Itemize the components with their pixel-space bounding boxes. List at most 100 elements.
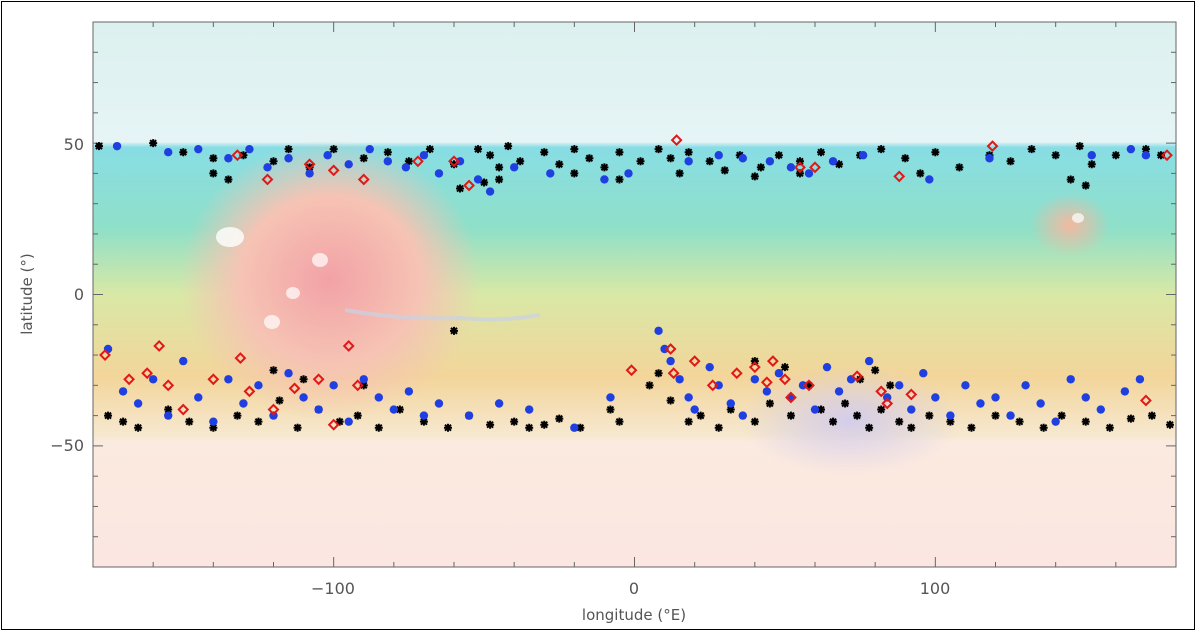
black-asterisk-marker bbox=[916, 169, 925, 178]
black-asterisk-marker bbox=[1066, 175, 1075, 184]
black-asterisk-marker bbox=[1075, 142, 1084, 151]
blue-dot-marker bbox=[919, 369, 928, 378]
black-asterisk-marker bbox=[615, 148, 624, 157]
black-asterisk-marker bbox=[817, 405, 826, 414]
black-asterisk-marker bbox=[654, 369, 663, 378]
blue-dot-marker bbox=[1141, 151, 1151, 160]
blue-dot-marker bbox=[389, 405, 399, 414]
black-asterisk-marker bbox=[750, 417, 759, 426]
blue-dot-marker bbox=[374, 393, 383, 402]
blue-dot-marker bbox=[883, 393, 892, 402]
black-asterisk-marker bbox=[714, 423, 723, 432]
blue-dot-marker bbox=[762, 387, 772, 396]
black-asterisk-marker bbox=[510, 417, 519, 426]
black-asterisk-marker bbox=[967, 423, 976, 432]
black-asterisk-marker bbox=[1039, 423, 1048, 432]
black-asterisk-marker bbox=[329, 145, 338, 154]
tharsis-region bbox=[180, 140, 480, 420]
hellas-basin bbox=[740, 365, 960, 475]
black-asterisk-marker bbox=[946, 417, 955, 426]
red-diamond-marker bbox=[785, 391, 797, 404]
red-diamond-marker bbox=[803, 379, 815, 392]
blue-dot-marker bbox=[434, 169, 444, 178]
black-asterisk-marker bbox=[149, 139, 158, 148]
black-asterisk-marker bbox=[666, 396, 675, 405]
blue-dot-marker bbox=[907, 405, 916, 414]
black-asterisk-marker bbox=[856, 375, 865, 384]
blue-dot-marker bbox=[239, 399, 248, 408]
red-diamond-marker bbox=[243, 385, 256, 398]
black-asterisk-marker bbox=[1141, 145, 1150, 154]
blue-dot-marker bbox=[263, 163, 272, 172]
black-asterisk-marker bbox=[495, 175, 504, 184]
black-asterisk-marker bbox=[955, 163, 964, 172]
black-asterisk-marker bbox=[525, 423, 534, 432]
ascraeus-mons bbox=[312, 253, 328, 267]
blue-dot-marker bbox=[112, 141, 122, 151]
black-asterisk-marker bbox=[666, 154, 675, 163]
blue-dot-marker bbox=[600, 175, 609, 184]
black-asterisk-marker bbox=[383, 148, 392, 157]
black-asterisk-marker bbox=[209, 423, 218, 432]
black-asterisk-marker bbox=[735, 151, 744, 160]
blue-dot-marker bbox=[1135, 375, 1145, 384]
red-diamond-marker bbox=[141, 367, 154, 380]
red-diamond-marker bbox=[625, 364, 638, 377]
blue-dot-marker bbox=[675, 375, 684, 384]
black-asterisk-marker bbox=[209, 154, 218, 163]
blue-dot-marker bbox=[359, 375, 368, 384]
black-asterisk-marker bbox=[585, 154, 594, 163]
blue-dot-marker bbox=[133, 399, 143, 408]
black-asterisk-marker bbox=[1015, 417, 1024, 426]
red-diamond-marker bbox=[231, 149, 244, 162]
blue-dot-marker bbox=[323, 151, 332, 160]
y-tick-label: −50 bbox=[50, 436, 84, 455]
y-axis-title: latitude (°) bbox=[18, 253, 36, 335]
blue-dot-marker bbox=[314, 405, 323, 414]
blue-dot-marker bbox=[284, 369, 293, 378]
black-asterisk-marker bbox=[835, 160, 844, 169]
black-asterisk-marker bbox=[254, 417, 263, 426]
black-asterisk-marker bbox=[645, 381, 654, 390]
black-asterisk-marker bbox=[991, 411, 1000, 420]
blue-dot-marker bbox=[1036, 399, 1045, 408]
blue-dot-marker bbox=[570, 423, 579, 432]
blue-dot-marker bbox=[254, 381, 263, 390]
black-asterisk-marker bbox=[654, 145, 663, 154]
black-asterisk-marker bbox=[1105, 423, 1114, 432]
blue-dot-marker bbox=[606, 393, 615, 402]
blue-dot-marker bbox=[654, 326, 663, 336]
black-asterisk-marker bbox=[293, 423, 302, 432]
blue-dot-marker bbox=[401, 163, 411, 172]
black-asterisk-marker bbox=[299, 375, 308, 384]
blue-dot-marker bbox=[684, 393, 693, 402]
black-asterisk-marker bbox=[359, 154, 368, 163]
black-asterisk-marker bbox=[555, 160, 564, 169]
red-diamond-marker bbox=[730, 367, 743, 380]
black-asterisk-marker bbox=[443, 423, 452, 432]
blue-dot-marker bbox=[464, 411, 474, 420]
red-diamond-marker bbox=[351, 379, 364, 392]
black-asterisk-marker bbox=[1087, 160, 1096, 169]
black-asterisk-marker bbox=[600, 163, 609, 172]
black-asterisk-marker bbox=[275, 396, 284, 405]
black-asterisk-marker bbox=[795, 169, 804, 178]
red-diamond-marker bbox=[267, 403, 280, 416]
blue-dot-marker bbox=[269, 411, 278, 420]
black-asterisk-marker bbox=[804, 381, 813, 390]
black-asterisk-marker bbox=[374, 423, 383, 432]
black-asterisk-marker bbox=[576, 423, 585, 432]
black-asterisk-marker bbox=[1147, 411, 1156, 420]
black-asterisk-marker bbox=[1126, 414, 1135, 423]
black-asterisk-marker bbox=[925, 411, 934, 420]
blue-dot-marker bbox=[1081, 393, 1090, 402]
blue-dot-marker bbox=[179, 356, 188, 366]
black-asterisk-marker bbox=[1057, 411, 1066, 420]
red-diamond-marker bbox=[303, 158, 316, 171]
blue-dot-marker bbox=[224, 154, 233, 163]
black-asterisk-marker bbox=[615, 175, 624, 184]
blue-dot-marker bbox=[209, 417, 218, 426]
blue-dot-marker bbox=[931, 393, 940, 402]
black-asterisk-marker bbox=[540, 148, 549, 157]
